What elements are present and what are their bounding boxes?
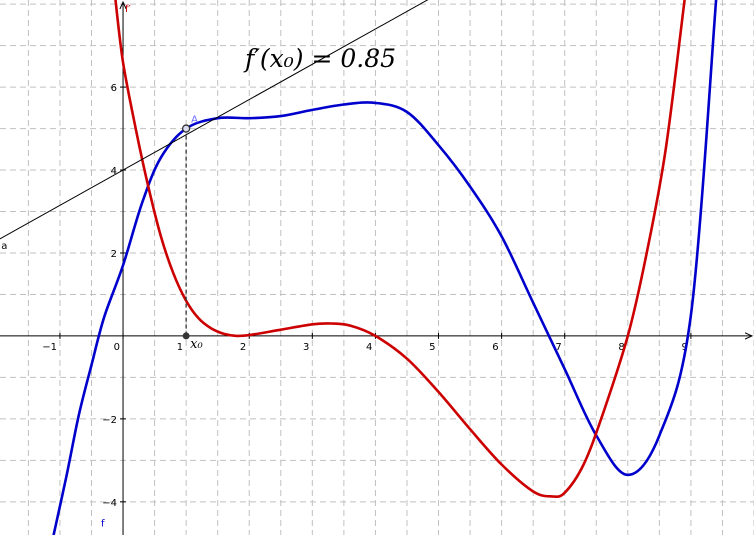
y-tick-label: 6 <box>111 83 117 94</box>
series-f-prime-label: f′ <box>125 4 132 15</box>
annotations: Ax₀ f a f′ f′(x₀) = 0.85 <box>1 4 396 530</box>
tangent-a-label: a <box>1 241 7 252</box>
x-tick-label: 8 <box>618 342 624 353</box>
x-tick-label: −1 <box>42 342 57 353</box>
x-tick-label: 1 <box>177 342 183 353</box>
derivative-annotation: f′(x₀) = 0.85 <box>243 44 396 73</box>
x-tick-label: 6 <box>492 342 498 353</box>
point-a-marker <box>181 124 191 133</box>
x-tick-label: 7 <box>555 342 561 353</box>
y-tick-label: −2 <box>102 415 117 426</box>
y-tick-label: −4 <box>102 498 117 509</box>
x-tick-label: 2 <box>240 342 246 353</box>
x-tick-label: 3 <box>303 342 309 353</box>
y-tick-label: 4 <box>111 166 117 177</box>
x-tick-label: 0 <box>114 342 120 353</box>
series-f-prime-curve <box>114 0 686 499</box>
series-f-curve <box>52 0 718 535</box>
x-tick-label: 4 <box>366 342 372 353</box>
series-f-label: f <box>101 519 105 530</box>
y-tick-label: 2 <box>111 249 117 260</box>
tangent-line-a <box>0 0 429 240</box>
x0-marker <box>182 332 190 340</box>
point-a-label: A <box>191 115 198 126</box>
x0-label: x₀ <box>190 337 203 352</box>
x-tick-label: 5 <box>429 342 435 353</box>
